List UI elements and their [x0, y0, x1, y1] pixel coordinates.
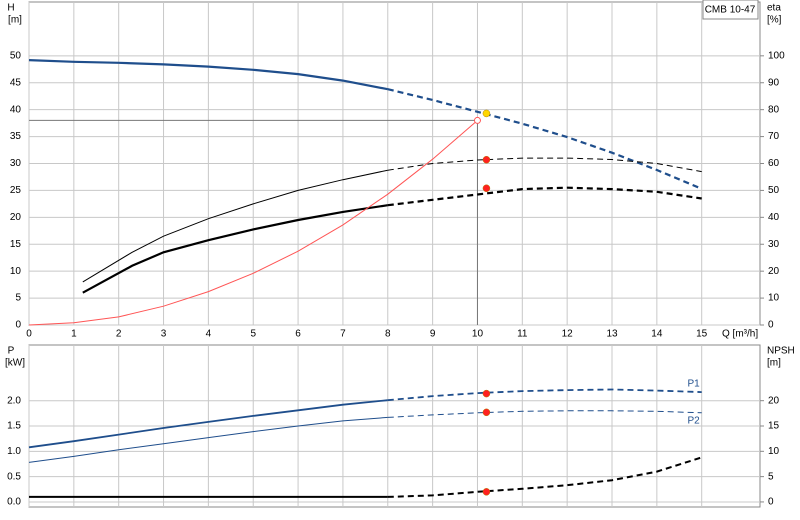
- y2-tick-label: 10: [768, 446, 780, 457]
- x-tick-label: 11: [517, 329, 528, 340]
- duty-point: [473, 116, 481, 124]
- y-tick-label: 5: [15, 293, 21, 304]
- curve: [387, 186, 702, 207]
- x-axis-label: Q [m³/h]: [722, 329, 758, 340]
- x-tick-label: 4: [206, 329, 212, 340]
- y-axis-label: H: [7, 3, 14, 14]
- y2-tick-label: 20: [768, 266, 780, 277]
- y-tick-label: 35: [10, 131, 22, 142]
- y2-tick-label: 15: [768, 421, 780, 432]
- curve: [28, 120, 478, 326]
- y2-axis-unit: [m]: [767, 358, 781, 369]
- x-tick-label: 9: [430, 329, 436, 340]
- point-marker: [482, 184, 491, 193]
- y2-tick-label: 70: [768, 131, 780, 142]
- point-marker: [482, 155, 491, 164]
- x-tick-label: 5: [250, 329, 256, 340]
- y-axis-label: P: [8, 346, 15, 357]
- point-marker: [482, 389, 491, 398]
- x-tick-label: 13: [606, 329, 618, 340]
- y-tick-label: 0.5: [7, 471, 21, 482]
- point-marker: [482, 109, 491, 118]
- y-tick-label: 2.0: [7, 395, 21, 406]
- y-tick-label: 30: [10, 158, 22, 169]
- y-axis-unit: [m]: [8, 15, 22, 26]
- y-tick-label: 40: [10, 104, 22, 115]
- y2-tick-label: 50: [768, 185, 780, 196]
- point-marker: [482, 488, 491, 496]
- x-tick-label: 8: [385, 329, 391, 340]
- y2-tick-label: 100: [768, 50, 785, 61]
- y2-tick-label: 90: [768, 77, 780, 88]
- y2-tick-label: 0: [768, 497, 774, 508]
- y2-tick-label: 10: [768, 293, 780, 304]
- x-tick-label: 10: [472, 329, 484, 340]
- y-tick-label: 45: [10, 77, 22, 88]
- curve: [82, 204, 388, 294]
- y2-axis-unit: [%]: [767, 15, 782, 26]
- curve: [28, 416, 388, 463]
- y-tick-label: 1.0: [7, 446, 21, 457]
- y2-tick-label: 0: [768, 320, 774, 331]
- y-tick-label: 0: [15, 320, 21, 331]
- curve: [28, 399, 388, 449]
- curve: [387, 410, 702, 418]
- x-tick-label: 12: [562, 329, 574, 340]
- y2-axis-label: NPSH: [767, 346, 795, 357]
- x-tick-label: 3: [161, 329, 167, 340]
- y-tick-label: 15: [10, 239, 22, 250]
- x-tick-label: 7: [340, 329, 346, 340]
- y2-tick-label: 60: [768, 158, 780, 169]
- curve: [387, 157, 702, 173]
- y-axis-unit: [kW]: [5, 358, 25, 369]
- point-marker: [482, 408, 491, 417]
- y2-tick-label: 5: [768, 471, 774, 482]
- model-box: [702, 0, 759, 20]
- x-tick-label: 14: [651, 329, 663, 340]
- y-tick-label: 25: [10, 185, 22, 196]
- model-label: CMB 10-47: [705, 5, 756, 16]
- curve: [82, 169, 388, 283]
- y-tick-label: 0.0: [7, 497, 21, 508]
- y2-tick-label: 30: [768, 239, 780, 250]
- x-tick-label: 0: [26, 329, 32, 340]
- x-tick-label: 15: [696, 329, 708, 340]
- x-tick-label: 2: [116, 329, 122, 340]
- curve: [387, 388, 702, 402]
- x-tick-label: 1: [71, 329, 77, 340]
- y-tick-label: 1.5: [7, 421, 21, 432]
- curve: [387, 456, 703, 498]
- y-tick-label: 20: [10, 212, 22, 223]
- y-tick-label: 10: [10, 266, 22, 277]
- curve: [387, 88, 703, 190]
- series-label: P1: [687, 379, 700, 390]
- y2-tick-label: 20: [768, 395, 780, 406]
- x-tick-label: 6: [295, 329, 301, 340]
- series-label: P2: [687, 415, 700, 426]
- y2-tick-label: 80: [768, 104, 780, 115]
- y2-tick-label: 40: [768, 212, 780, 223]
- y2-axis-label: eta: [767, 3, 781, 14]
- y-tick-label: 50: [10, 50, 22, 61]
- curve: [28, 59, 389, 91]
